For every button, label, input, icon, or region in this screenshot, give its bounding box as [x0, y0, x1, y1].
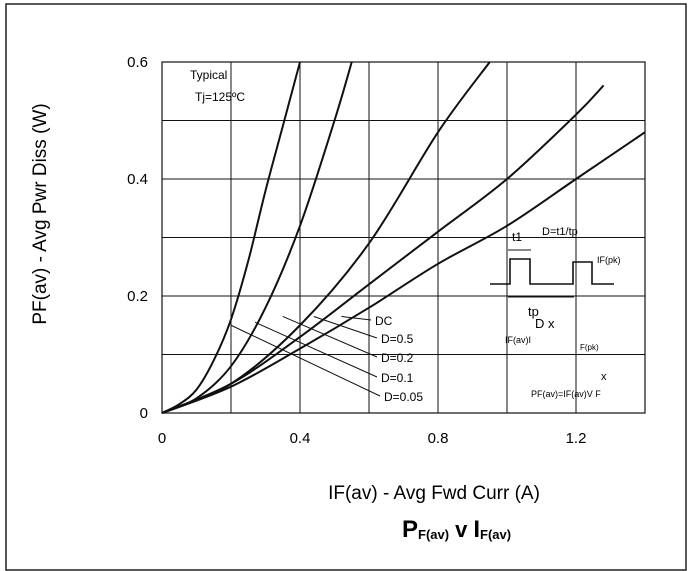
x-tick-label: 0: [158, 430, 166, 447]
title-v: v: [455, 517, 468, 542]
series-label: D=0.2: [381, 351, 414, 365]
title-p-sub: F(av): [418, 527, 449, 542]
title-i-sub: F(av): [480, 527, 511, 542]
y-axis-label: PF(av) - Avg Pwr Diss (W): [30, 103, 51, 324]
y-tick-label: 0.2: [127, 288, 148, 305]
chart-title: PF(av) v IF(av): [402, 516, 511, 543]
x-tick-label: 0.8: [428, 430, 449, 447]
x-axis-label: IF(av) - Avg Fwd Curr (A): [328, 483, 540, 504]
waveform-ifpk-label: IF(pk): [597, 255, 621, 265]
series-label: D=0.05: [384, 390, 423, 404]
title-i: I: [473, 516, 480, 543]
formula-fpk-label: F(pk): [580, 343, 599, 352]
leader-line: [231, 325, 380, 396]
series-label: DC: [375, 314, 393, 328]
formula-pf-label: PF(av)=IF(av)V F: [531, 389, 601, 399]
waveform-duty-label: D=t1/tp: [542, 226, 578, 238]
y-tick-label: 0: [140, 405, 148, 422]
leader-line: [341, 316, 371, 320]
series-label: D=0.5: [381, 332, 414, 346]
title-p: P: [402, 516, 418, 543]
formula-x-label: x: [601, 371, 607, 383]
typical-label: Typical: [190, 68, 227, 82]
leader-lines: [231, 316, 380, 396]
y-tick-label: 0.6: [127, 54, 148, 71]
x-tick-label: 1.2: [566, 430, 587, 447]
waveform-inset: t1 D=t1/tp IF(pk) tp D x IF(av)I F(pk) x…: [490, 226, 621, 399]
waveform-t1-label: t1: [512, 230, 522, 244]
formula-ifav-label: IF(av)I: [505, 335, 531, 345]
series-labels: D=0.05 D=0.1 D=0.2 D=0.5 DC: [375, 314, 423, 404]
formula-d-label: D x: [535, 316, 555, 331]
y-tick-label: 0.4: [127, 171, 148, 188]
x-tick-label: 0.4: [290, 430, 311, 447]
series-label: D=0.1: [381, 371, 414, 385]
junction-temp-label: Tj=125ºC: [195, 90, 245, 104]
